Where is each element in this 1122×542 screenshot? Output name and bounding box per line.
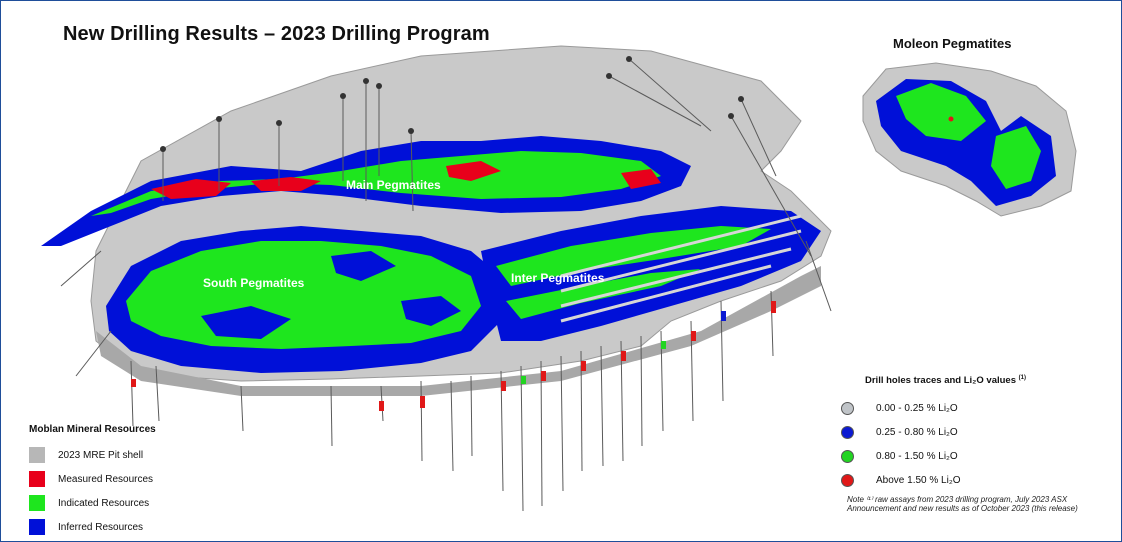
drill-legend-label: 0.00 - 0.25 % Li₂O <box>876 402 958 414</box>
resources-legend-title: Moblan Mineral Resources <box>29 424 156 435</box>
legend-item-indicated: Indicated Resources <box>29 491 156 515</box>
pit-shell-lower <box>96 266 821 396</box>
main-measured-1 <box>151 179 231 199</box>
drill-holes-legend: Drill holes traces and Li₂O values (1) 0… <box>841 375 1105 492</box>
inter-gray-lines <box>560 214 802 323</box>
main-indicated <box>91 151 661 216</box>
low-grade-dot <box>841 401 854 415</box>
south-inferred-patch-3 <box>401 296 461 326</box>
pit-shell-swatch <box>29 447 45 463</box>
main-pegmatites-label: Main Pegmatites <box>346 178 441 192</box>
inferred-swatch <box>29 519 45 535</box>
drill-legend-footnote-marker: (1) <box>1018 375 1026 381</box>
drill-holes-lower <box>130 290 774 512</box>
slide-title: New Drilling Results – 2023 Drilling Pro… <box>63 23 490 45</box>
moleon-indicated-2 <box>991 126 1041 189</box>
legend-item-measured: Measured Resources <box>29 467 156 491</box>
legend-label: 2023 MRE Pit shell <box>58 449 144 461</box>
resources-legend: Moblan Mineral Resources 2023 MRE Pit sh… <box>29 424 156 539</box>
south-inferred-patch-1 <box>201 306 291 339</box>
drill-legend-item-top: Above 1.50 % Li₂O <box>841 468 1105 492</box>
legend-label: Measured Resources <box>58 473 154 485</box>
main-measured-2 <box>251 177 321 191</box>
drill-legend-item-low: 0.00 - 0.25 % Li₂O <box>841 396 1105 420</box>
drill-holes-upper <box>60 58 832 377</box>
drill-legend-label: 0.25 - 0.80 % Li₂O <box>876 426 958 438</box>
drill-legend-label: Above 1.50 % Li₂O <box>876 474 961 486</box>
legend-label: Indicated Resources <box>58 497 150 509</box>
top-grade-dot <box>841 473 854 487</box>
high-grade-dot <box>841 449 854 463</box>
drill-collars <box>160 56 744 152</box>
drill-legend-label: 0.80 - 1.50 % Li₂O <box>876 450 958 462</box>
drill-legend-item-mid: 0.25 - 0.80 % Li₂O <box>841 420 1105 444</box>
main-measured-4 <box>621 169 661 189</box>
south-pegmatites-label: South Pegmatites <box>203 276 305 290</box>
drill-legend-item-high: 0.80 - 1.50 % Li₂O <box>841 444 1105 468</box>
legend-label: Inferred Resources <box>58 521 144 533</box>
inset-title: Moleon Pegmatites <box>893 36 1012 51</box>
indicated-swatch <box>29 495 45 511</box>
mid-grade-dot <box>841 425 854 439</box>
moleon-measured-dot <box>948 116 954 122</box>
south-inferred-patch-2 <box>331 251 396 281</box>
legend-item-pit-shell: 2023 MRE Pit shell <box>29 443 156 467</box>
drill-assay-markers <box>131 301 776 411</box>
legend-item-inferred: Inferred Resources <box>29 515 156 539</box>
moleon-indicated-1 <box>896 83 986 141</box>
drill-legend-title-text: Drill holes traces and Li₂O values <box>865 375 1016 387</box>
inter-pegmatites-label: Inter Pegmatites <box>511 271 605 285</box>
main-measured-3 <box>446 161 501 181</box>
measured-swatch <box>29 471 45 487</box>
drill-legend-title: Drill holes traces and Li₂O values (1) <box>865 375 1105 386</box>
footnote: Note ⁽¹⁾ raw assays from 2023 drilling p… <box>847 495 1078 513</box>
